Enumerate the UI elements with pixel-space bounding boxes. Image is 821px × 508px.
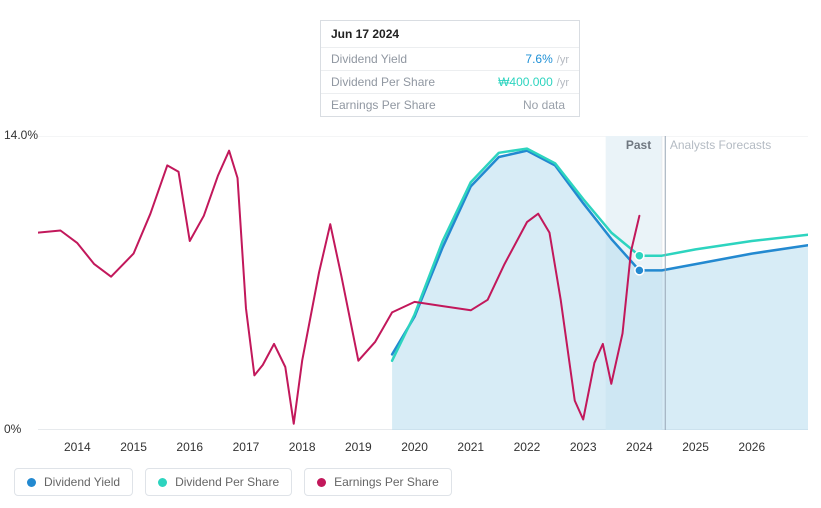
chart-container: 14.0% 0% Past Analysts Forecasts 2014 201… — [0, 0, 821, 508]
tooltip-row-0: Dividend Yield 7.6% /yr — [321, 47, 579, 70]
x-tick: 2024 — [626, 440, 653, 454]
tooltip-row-2: Earnings Per Share No data — [321, 93, 579, 116]
tooltip-date: Jun 17 2024 — [321, 21, 579, 47]
legend-dot-2 — [317, 478, 326, 487]
legend-dot-0 — [27, 478, 36, 487]
tooltip-key-0: Dividend Yield — [331, 52, 407, 66]
tooltip-unit-0: /yr — [557, 54, 569, 66]
y-tick-max: 14.0% — [4, 128, 38, 142]
legend-item-earnings-per-share[interactable]: Earnings Per Share — [304, 468, 452, 496]
x-tick: 2022 — [514, 440, 541, 454]
x-tick: 2014 — [64, 440, 91, 454]
x-tick: 2018 — [289, 440, 316, 454]
x-tick: 2025 — [682, 440, 709, 454]
x-tick: 2021 — [457, 440, 484, 454]
tooltip-val-1: ₩400.000 — [498, 75, 553, 89]
label-forecasts: Analysts Forecasts — [670, 138, 771, 152]
x-tick: 2020 — [401, 440, 428, 454]
legend-item-dividend-yield[interactable]: Dividend Yield — [14, 468, 133, 496]
tooltip-unit-1: /yr — [557, 77, 569, 89]
x-tick: 2026 — [738, 440, 765, 454]
tooltip-key-2: Earnings Per Share — [331, 98, 436, 112]
tooltip-key-1: Dividend Per Share — [331, 75, 435, 89]
legend-label-2: Earnings Per Share — [334, 475, 439, 489]
x-tick: 2015 — [120, 440, 147, 454]
legend-item-dividend-per-share[interactable]: Dividend Per Share — [145, 468, 292, 496]
legend-label-1: Dividend Per Share — [175, 475, 279, 489]
plot-svg — [38, 136, 808, 430]
legend-label-0: Dividend Yield — [44, 475, 120, 489]
legend-dot-1 — [158, 478, 167, 487]
legend: Dividend Yield Dividend Per Share Earnin… — [14, 468, 452, 496]
chart-area: 14.0% 0% Past Analysts Forecasts 2014 201… — [0, 0, 821, 460]
label-past: Past — [626, 138, 651, 152]
tooltip-val-0: 7.6% — [525, 52, 552, 66]
tooltip-row-1: Dividend Per Share ₩400.000/yr — [321, 70, 579, 93]
plot[interactable] — [38, 136, 808, 430]
x-tick: 2023 — [570, 440, 597, 454]
x-tick: 2019 — [345, 440, 372, 454]
x-tick: 2017 — [233, 440, 260, 454]
x-tick: 2016 — [176, 440, 203, 454]
tooltip-val-2: No data — [523, 98, 565, 112]
y-tick-zero: 0% — [4, 422, 21, 436]
tooltip: Jun 17 2024 Dividend Yield 7.6% /yr Divid… — [320, 20, 580, 117]
